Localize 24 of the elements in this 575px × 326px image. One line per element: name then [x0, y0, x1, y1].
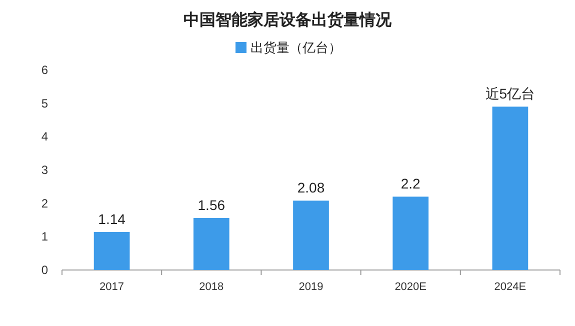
- x-tick-label: 2020E: [394, 281, 427, 293]
- y-tick-label: 6: [41, 63, 48, 77]
- y-tick-label: 2: [41, 196, 48, 210]
- x-tick-label: 2018: [199, 281, 224, 293]
- bar: [193, 218, 230, 270]
- bar: [492, 106, 528, 270]
- data-label: 1.14: [98, 211, 126, 227]
- x-tick-label: 2024E: [494, 281, 526, 293]
- y-tick-label: 1: [41, 230, 48, 244]
- data-label: 2.08: [297, 180, 325, 196]
- y-tick-label: 4: [41, 130, 48, 144]
- y-tick-label: 0: [41, 263, 48, 277]
- data-label: 2.2: [400, 176, 421, 192]
- bar: [392, 196, 429, 270]
- y-tick-label: 3: [41, 163, 48, 177]
- data-label: 1.56: [198, 197, 226, 213]
- bar: [293, 200, 329, 270]
- y-tick-label: 5: [41, 96, 48, 110]
- bar: [94, 232, 130, 270]
- x-tick-label: 2017: [100, 281, 124, 293]
- legend-label: 出货量（亿台）: [250, 40, 342, 55]
- x-tick-label: 2019: [298, 281, 324, 293]
- chart-title: 中国智能家居设备出货量情况: [184, 10, 392, 29]
- data-label: 近5亿台: [485, 86, 536, 102]
